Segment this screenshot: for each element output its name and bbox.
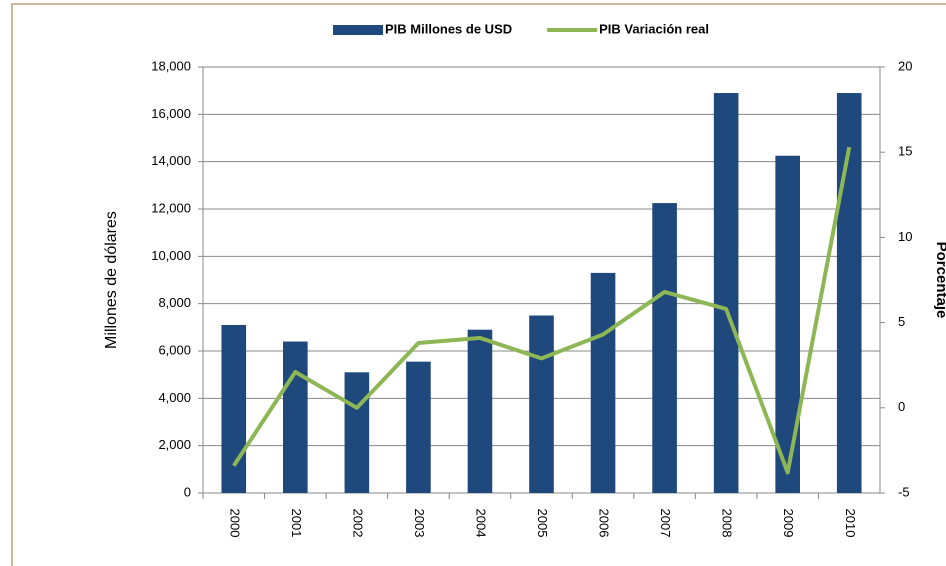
y-tick-label: 10,000 xyxy=(151,248,191,263)
y-tick-label: 8,000 xyxy=(158,295,191,310)
bar xyxy=(406,361,431,493)
legend-swatch xyxy=(333,25,383,35)
x-tick-label: 2001 xyxy=(289,509,304,538)
y-tick-label: 12,000 xyxy=(151,200,191,215)
legend-label: PIB Variación real xyxy=(599,21,709,36)
y-tick-label: 6,000 xyxy=(158,342,191,357)
bar xyxy=(529,315,554,493)
y2-tick-label: 0 xyxy=(898,399,905,414)
y-tick-label: 14,000 xyxy=(151,153,191,168)
bar xyxy=(775,155,800,493)
y2-tick-label: 10 xyxy=(898,229,912,244)
y-axis-title: Millones de dólares xyxy=(103,211,120,349)
y-tick-label: 4,000 xyxy=(158,390,191,405)
y2-tick-label: -5 xyxy=(898,484,910,499)
y2-tick-label: 15 xyxy=(898,144,912,159)
y2-axis-title: Porcentaje xyxy=(933,242,946,319)
bar xyxy=(283,341,308,493)
y-tick-label: 0 xyxy=(184,484,191,499)
x-tick-label: 2004 xyxy=(474,509,489,538)
x-tick-label: 2005 xyxy=(535,509,550,538)
x-tick-label: 2008 xyxy=(720,509,735,538)
bar xyxy=(344,372,370,493)
y2-tick-label: 20 xyxy=(898,58,912,73)
x-tick-label: 2000 xyxy=(227,509,242,538)
bar xyxy=(590,272,616,493)
x-tick-label: 2010 xyxy=(843,509,858,538)
x-tick-label: 2006 xyxy=(597,509,612,538)
legend-label: PIB Millones de USD xyxy=(385,21,512,36)
y-tick-label: 2,000 xyxy=(158,437,191,452)
bar xyxy=(836,93,862,494)
bar xyxy=(467,329,493,493)
x-tick-label: 2003 xyxy=(412,509,427,538)
bar xyxy=(221,324,247,493)
y-tick-label: 18,000 xyxy=(151,58,191,73)
x-tick-label: 2009 xyxy=(781,509,796,538)
x-tick-label: 2007 xyxy=(658,509,673,538)
y2-tick-label: 5 xyxy=(898,314,905,329)
bar xyxy=(713,93,739,494)
line xyxy=(232,146,852,475)
y-tick-label: 16,000 xyxy=(151,106,191,121)
bar xyxy=(652,203,677,494)
x-tick-label: 2002 xyxy=(350,509,365,538)
frame xyxy=(11,3,946,566)
